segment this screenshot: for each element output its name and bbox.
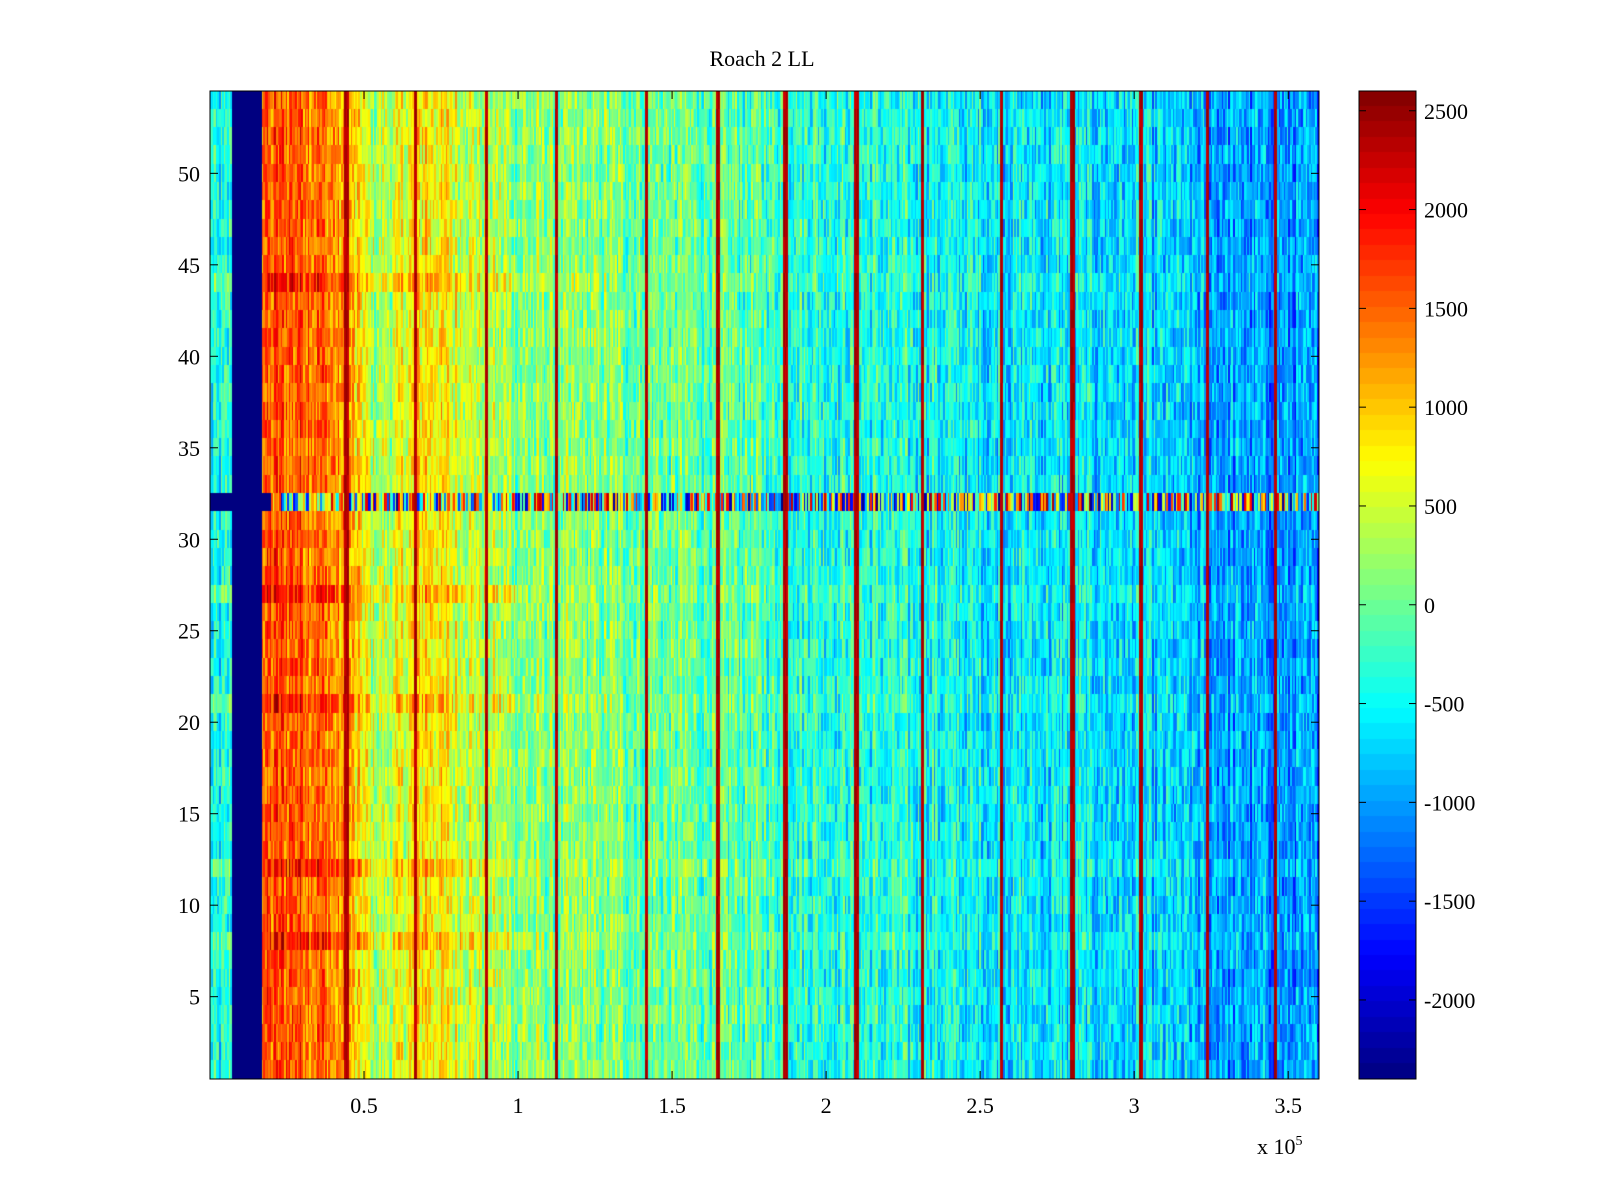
y-axis-ticks: 5 10 15 20 25 30 35 40 45 50 [178,161,1319,1010]
colorbar-gradient [1359,91,1416,1079]
colorbar-tick-label: 500 [1424,494,1457,519]
heatmap-image [210,91,1319,1079]
colorbar-tick-label: 1500 [1424,296,1468,321]
y-tick-label: 50 [178,161,200,186]
x-tick-label: 1.5 [658,1093,686,1118]
y-tick-label: 30 [178,527,200,552]
y-tick-label: 40 [178,344,200,369]
colorbar-tick-label: 1000 [1424,395,1468,420]
x-tick-label: 2.5 [966,1093,994,1118]
colorbar-tick-label: 0 [1424,593,1435,618]
x-tick-label: 1 [513,1093,524,1118]
y-tick-label: 15 [178,802,200,827]
y-tick-label: 35 [178,436,200,461]
y-tick-label: 20 [178,710,200,735]
x-tick-label: 0.5 [350,1093,378,1118]
colorbar-ticks: -2000 -1500 -1000 -500 0 500 1000 1500 2000 2500 [1359,99,1475,1013]
chart-title: Roach 2 LL [709,46,814,71]
x-tick-label: 2 [821,1093,832,1118]
colorbar-tick-label: -1500 [1424,889,1475,914]
colorbar-tick-label: -1000 [1424,790,1475,815]
colorbar-tick-label: -500 [1424,692,1464,717]
colorbar-tick-label: -2000 [1424,988,1475,1013]
x-multiplier-label: x 105 [1257,1134,1303,1159]
x-multiplier-exponent: 5 [1296,1134,1303,1149]
x-tick-label: 3 [1129,1093,1140,1118]
y-tick-label: 45 [178,253,200,278]
x-multiplier-base: x 10 [1257,1134,1296,1159]
x-tick-label: 3.5 [1274,1093,1302,1118]
x-axis-ticks: 0.5 1 1.5 2 2.5 3 3.5 [350,91,1302,1118]
colorbar-frame [1358,90,1417,1080]
y-tick-label: 25 [178,619,200,644]
y-tick-label: 5 [189,985,200,1010]
plot-frame [209,90,1320,1080]
colorbar-tick-label: 2500 [1424,99,1468,124]
y-tick-label: 10 [178,893,200,918]
colorbar-tick-label: 2000 [1424,198,1468,223]
